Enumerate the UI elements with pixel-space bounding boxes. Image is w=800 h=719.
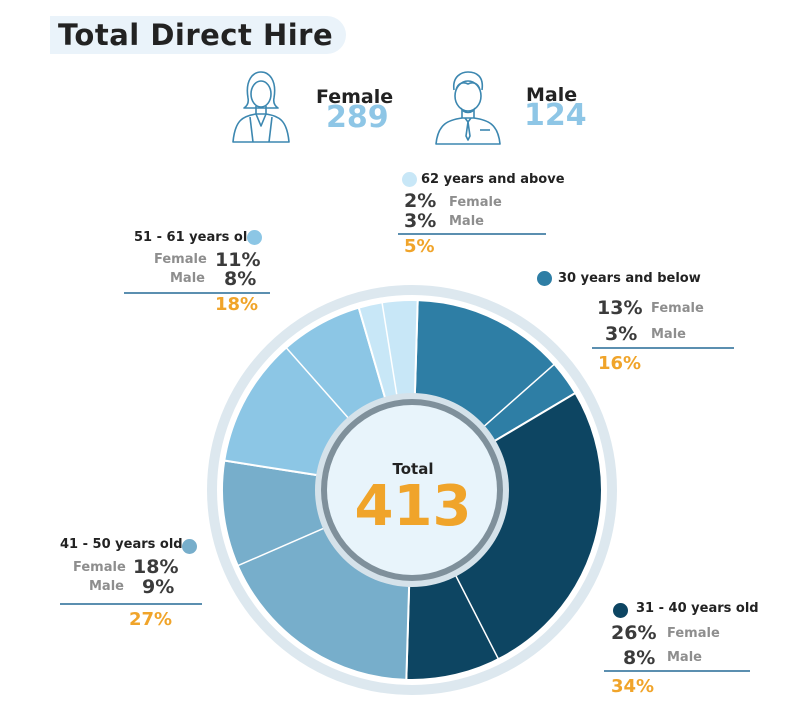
group-41-50-male-pct: 9% bbox=[142, 576, 175, 598]
group-62-above-male-label: Male bbox=[449, 214, 484, 229]
female-count: 289 bbox=[326, 100, 389, 135]
group-41-50-female-pct: 18% bbox=[133, 556, 179, 578]
group-31-40-total-pct: 34% bbox=[611, 676, 655, 697]
group-51-61-female-pct: 11% bbox=[215, 249, 261, 271]
group-51-61-male-label: Male bbox=[170, 271, 205, 286]
legend-dot-30-below bbox=[537, 271, 552, 286]
group-31-40-rule bbox=[604, 670, 750, 672]
outer-ring bbox=[207, 285, 617, 695]
group-title-31-40: 31 - 40 years old bbox=[636, 601, 759, 616]
group-title-51-61: 51 - 61 years old bbox=[134, 230, 257, 245]
title-banner: Total Direct Hire bbox=[50, 16, 346, 54]
group-30-below-female-pct: 13% bbox=[597, 297, 643, 319]
female-person-icon bbox=[232, 71, 290, 143]
group-51-61-rule bbox=[124, 292, 270, 294]
center-disc bbox=[327, 405, 497, 575]
group-41-50-male-label: Male bbox=[89, 579, 124, 594]
group-31-40-male-pct: 8% bbox=[623, 647, 656, 669]
group-30-below-female-label: Female bbox=[651, 301, 704, 316]
group-31-40-female-label: Female bbox=[667, 626, 720, 641]
group-30-below-total-pct: 16% bbox=[598, 353, 642, 374]
group-62-above-male-pct: 3% bbox=[404, 210, 437, 232]
slice-split-51-61 bbox=[285, 347, 353, 424]
slice-split-41-50 bbox=[237, 525, 330, 567]
group-30-below-male-pct: 3% bbox=[605, 323, 638, 345]
group-62-above-total-pct: 5% bbox=[404, 236, 435, 257]
group-title-41-50: 41 - 50 years old bbox=[60, 537, 183, 552]
female-label: Female bbox=[316, 86, 394, 108]
group-41-50-total-pct: 27% bbox=[129, 609, 173, 630]
legend-dot-51-61 bbox=[247, 230, 262, 245]
legend-dot-41-50 bbox=[182, 539, 197, 554]
group-62-above-rule bbox=[398, 233, 546, 235]
male-label: Male bbox=[526, 84, 578, 106]
slice-split-31-40 bbox=[452, 569, 500, 660]
slice-split-62-above bbox=[381, 302, 399, 402]
group-title-62-above: 62 years and above bbox=[421, 172, 565, 187]
group-51-61-male-pct: 8% bbox=[224, 268, 257, 290]
male-person-icon bbox=[435, 71, 501, 145]
group-41-50-rule bbox=[60, 603, 202, 605]
slice-split-30-below bbox=[478, 363, 555, 431]
legend-dot-31-40 bbox=[613, 603, 628, 618]
group-30-below-rule bbox=[592, 347, 734, 349]
group-62-above-female-label: Female bbox=[449, 195, 502, 210]
group-31-40-female-pct: 26% bbox=[611, 622, 657, 644]
group-41-50-female-label: Female bbox=[73, 560, 126, 575]
group-31-40-male-label: Male bbox=[667, 650, 702, 665]
group-62-above-female-pct: 2% bbox=[404, 190, 437, 212]
page-title: Total Direct Hire bbox=[58, 18, 334, 52]
total-value: 413 bbox=[354, 474, 472, 539]
legend-dot-62-above bbox=[402, 172, 417, 187]
group-title-30-below: 30 years and below bbox=[558, 271, 701, 286]
male-count: 124 bbox=[524, 98, 587, 133]
group-51-61-female-label: Female bbox=[154, 252, 207, 267]
group-30-below-male-label: Male bbox=[651, 327, 686, 342]
total-label: Total bbox=[392, 460, 434, 478]
group-51-61-total-pct: 18% bbox=[215, 294, 259, 315]
